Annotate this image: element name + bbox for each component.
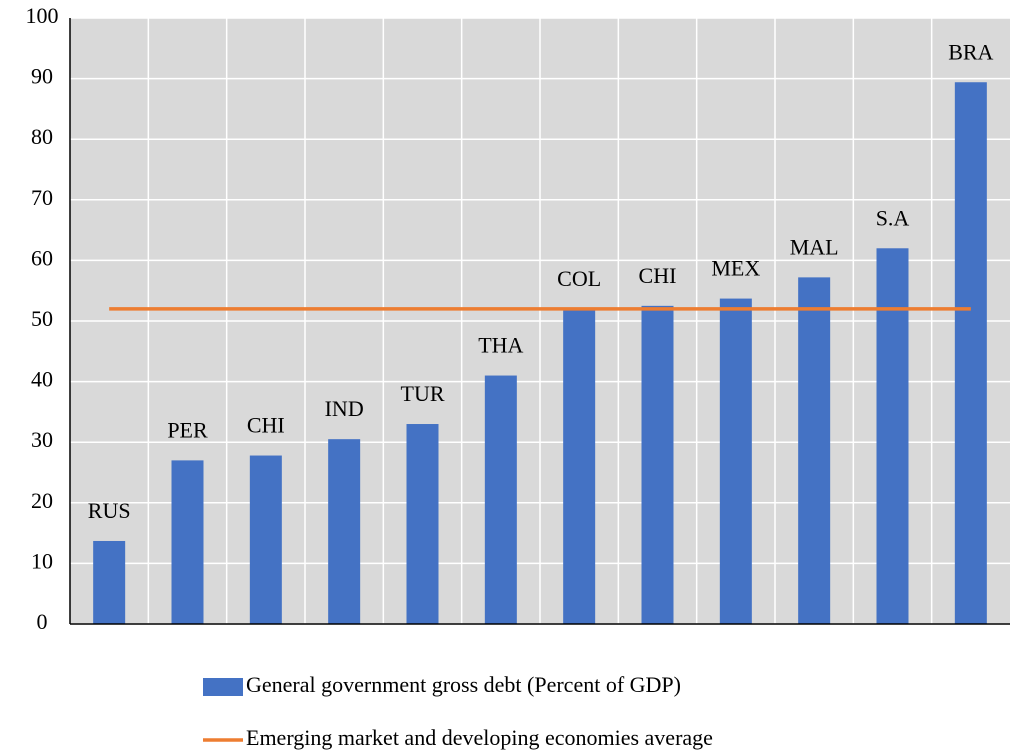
y-tick-label: 10 [31, 548, 53, 573]
y-tick-label: 80 [31, 124, 53, 149]
y-tick-label: 60 [31, 245, 53, 270]
bar [954, 82, 987, 624]
y-tick-label: 0 [37, 609, 48, 634]
y-tick-label: 70 [31, 185, 53, 210]
legend-label: General government gross debt (Percent o… [246, 672, 681, 697]
category-label: BRA [948, 39, 993, 64]
bar [641, 305, 674, 624]
category-label: CHI [247, 413, 285, 438]
category-label: THA [478, 333, 523, 358]
category-label: MAL [790, 234, 839, 259]
bar [93, 540, 126, 624]
y-tick-label: 50 [31, 306, 53, 331]
category-label: CHI [639, 263, 677, 288]
bar [328, 439, 361, 624]
category-label: MEX [711, 256, 760, 281]
bar [249, 455, 282, 624]
bar [406, 424, 439, 624]
bar [171, 460, 204, 624]
y-tick-label: 100 [26, 3, 59, 28]
y-tick-label: 40 [31, 367, 53, 392]
bar [876, 248, 909, 624]
legend-swatch [203, 678, 243, 696]
y-tick-label: 90 [31, 64, 53, 89]
bar [798, 277, 831, 624]
category-label: COL [557, 266, 601, 291]
category-label: S.A [876, 205, 910, 230]
category-label: PER [167, 417, 208, 442]
bar [719, 298, 752, 624]
y-tick-label: 30 [31, 427, 53, 452]
category-label: RUS [88, 498, 131, 523]
legend-label: Emerging market and developing economies… [246, 725, 713, 750]
y-tick-label: 20 [31, 488, 53, 513]
category-label: IND [325, 396, 364, 421]
bar [563, 308, 596, 624]
category-label: TUR [401, 381, 445, 406]
bar [484, 375, 517, 624]
